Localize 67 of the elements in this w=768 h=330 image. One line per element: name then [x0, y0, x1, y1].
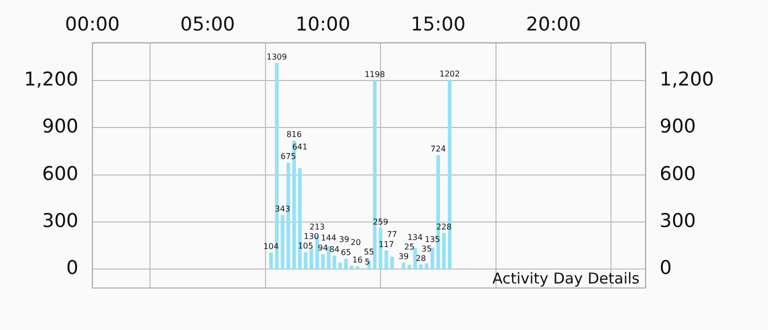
data-label: 28: [416, 254, 426, 263]
y-tick-label: 0: [66, 257, 78, 280]
data-label: 724: [430, 144, 446, 154]
data-label: 117: [378, 240, 394, 249]
data-label: 135: [424, 234, 440, 244]
data-label: 94: [318, 243, 328, 252]
bar: [332, 256, 336, 269]
data-label: 39: [398, 252, 409, 262]
y2-tick-label: 600: [660, 162, 696, 185]
data-label: 25: [404, 242, 414, 252]
bar: [321, 254, 325, 269]
bar: [338, 262, 342, 269]
y2-tick-label: 900: [660, 116, 696, 138]
bar: [419, 264, 423, 269]
data-label: 134: [407, 233, 423, 242]
data-label: 213: [309, 222, 325, 232]
data-label: 55: [364, 248, 374, 257]
bar: [424, 263, 428, 269]
data-label: 105: [298, 242, 314, 251]
data-label: 675: [280, 152, 296, 162]
y2-tick-label: 0: [660, 257, 672, 280]
x-tick-label: 15:00: [410, 13, 466, 36]
data-label: 104: [263, 242, 279, 251]
y2-tick-label: 1,200: [660, 68, 714, 90]
x-tick-label: 10:00: [296, 13, 350, 36]
x-tick-label: 00:00: [65, 13, 120, 36]
data-label: 816: [286, 130, 302, 139]
bar: [408, 264, 412, 269]
data-label: 228: [436, 222, 452, 232]
y-tick-label: 900: [42, 116, 78, 138]
bar: [442, 232, 446, 269]
y-tick-label: 1,200: [24, 68, 78, 90]
bar: [280, 214, 284, 269]
bar: [310, 248, 314, 269]
y2-tick-label: 300: [660, 210, 696, 232]
data-label: 130: [304, 232, 320, 241]
bar: [430, 248, 434, 269]
bar: [304, 252, 308, 269]
data-label: 1309: [266, 52, 287, 62]
data-label: 1202: [439, 69, 460, 78]
data-label: 144: [321, 234, 336, 243]
data-label: 39: [339, 235, 350, 244]
data-label: 343: [274, 204, 290, 214]
bar: [326, 246, 330, 269]
data-label: 35: [422, 244, 432, 254]
data-label: 65: [340, 248, 352, 257]
y-tick-label: 600: [42, 162, 78, 185]
bar: [390, 256, 394, 269]
bar: [350, 266, 354, 269]
bar: [356, 266, 360, 269]
bar: [384, 250, 388, 269]
data-label: 16: [352, 256, 363, 265]
x-tick-label: 05:00: [180, 13, 236, 36]
data-label: 84: [329, 245, 340, 254]
y-tick-label: 300: [42, 210, 78, 232]
x-tick-label: 20:00: [526, 13, 581, 36]
bar: [269, 252, 273, 269]
data-label: 259: [372, 218, 388, 227]
data-label: 1198: [364, 70, 385, 79]
data-label: 77: [386, 230, 398, 240]
bar: [413, 248, 417, 269]
bar: [344, 258, 348, 269]
data-label: 5: [364, 257, 370, 266]
data-label: 641: [292, 142, 308, 152]
bar: [402, 262, 406, 269]
data-label: 20: [350, 238, 361, 248]
annotation: Activity Day Details: [492, 269, 640, 288]
